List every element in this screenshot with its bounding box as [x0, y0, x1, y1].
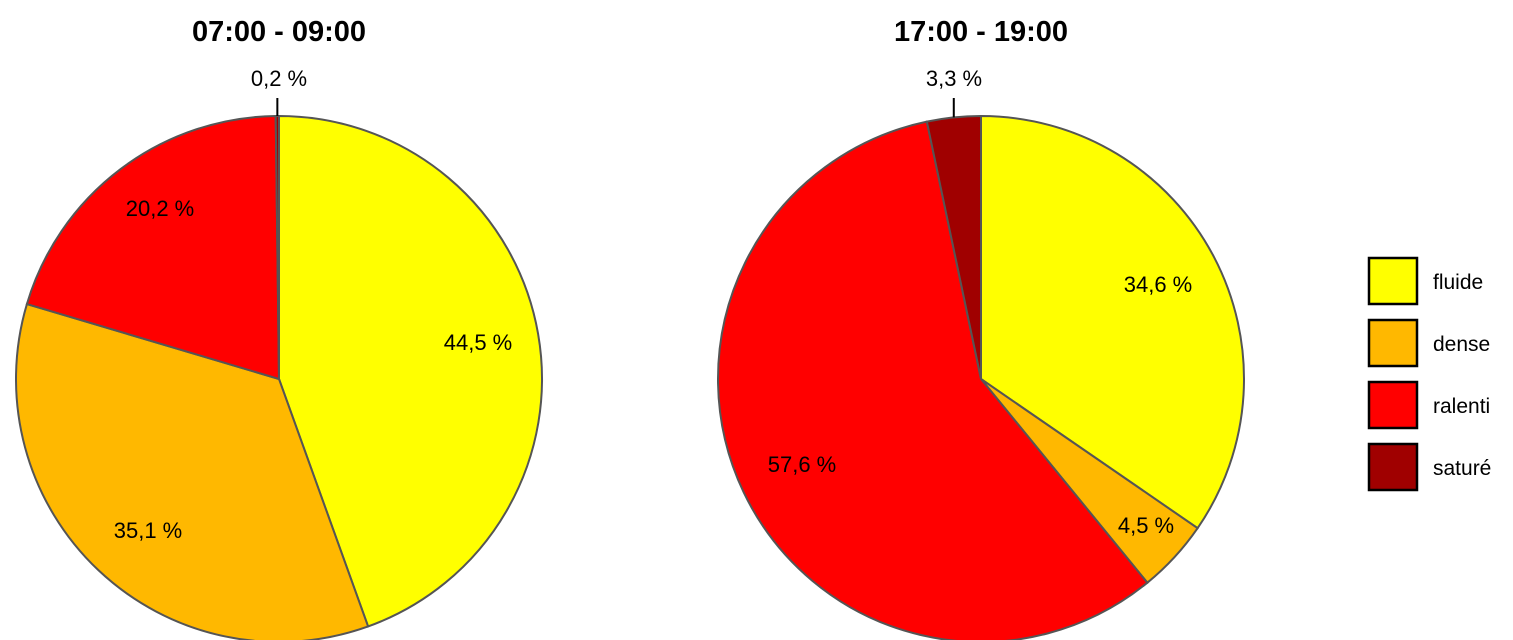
legend-swatch-saturé	[1367, 442, 1419, 492]
pie-2-label-ralenti: 57,6 %	[768, 452, 837, 477]
pie-2-label-dense: 4,5 %	[1118, 513, 1174, 538]
pie-1-label-dense: 35,1 %	[114, 518, 183, 543]
pie-1-label-saturé: 0,2 %	[251, 66, 307, 91]
legend: fluide dense ralenti saturé	[1367, 256, 1491, 492]
pie-1-label-fluide: 44,5 %	[444, 330, 513, 355]
pie-2-label-saturé: 3,3 %	[926, 66, 982, 91]
legend-label-fluide: fluide	[1433, 271, 1483, 294]
pie-chart-2: 34,6 % 4,5 % 57,6 % 3,3 %	[717, 66, 1245, 640]
pie-1-slice-fluide	[278, 114, 543, 628]
pie-2-label-fluide: 34,6 %	[1124, 272, 1193, 297]
legend-label-ralenti: ralenti	[1433, 395, 1490, 418]
pie-2-slice-ralenti	[717, 120, 1149, 640]
pie-1-label-ralenti: 20,2 %	[126, 196, 195, 221]
pie-1-slice-ralenti	[25, 115, 281, 381]
legend-swatch-fluide	[1367, 256, 1419, 306]
pie-1-slice-dense	[15, 302, 370, 640]
chart-2-title: 17:00 - 19:00	[894, 16, 1068, 48]
pie-chart-1: 44,5 % 35,1 % 20,2 % 0,2 %	[15, 66, 543, 640]
legend-swatch-dense	[1367, 318, 1419, 368]
chart-1-title: 07:00 - 09:00	[192, 16, 366, 48]
pie-2-slice-fluide	[980, 114, 1245, 530]
legend-label-saturé: saturé	[1433, 457, 1491, 480]
legend-swatch-ralenti	[1367, 380, 1419, 430]
legend-label-dense: dense	[1433, 333, 1490, 356]
pie-2-slice-saturé	[925, 114, 982, 380]
